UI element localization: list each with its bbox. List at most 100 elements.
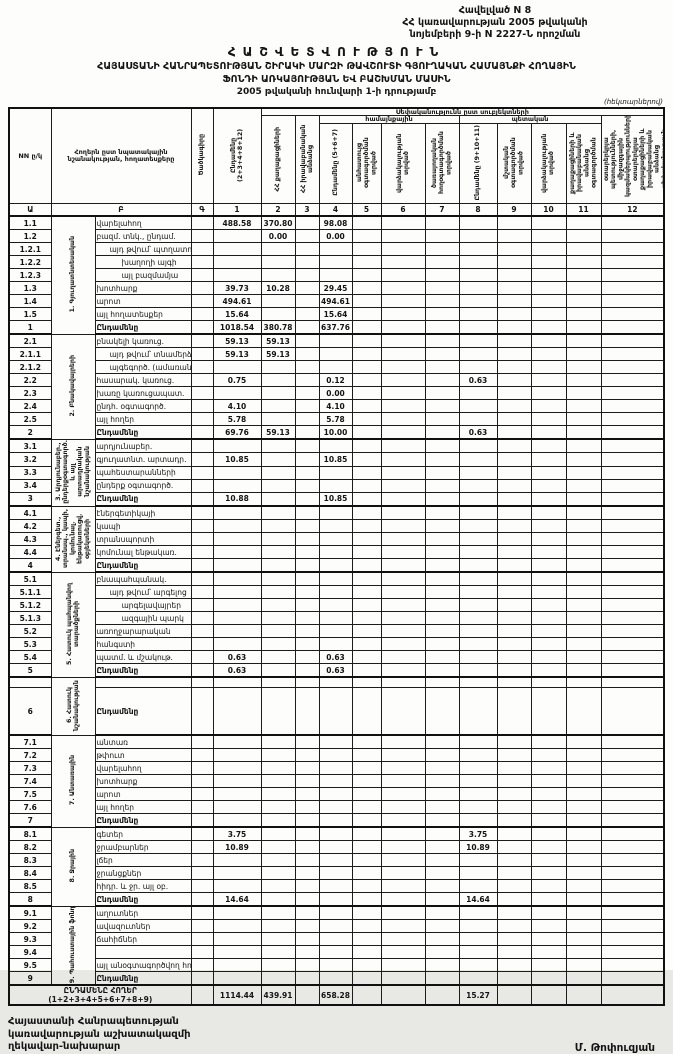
row-number-cell: 7.1 — [8, 734, 52, 750]
column-letter: 9 — [496, 203, 532, 218]
code-cell — [190, 971, 214, 986]
value-cell — [458, 519, 498, 534]
value-cell — [260, 558, 296, 573]
value-cell — [294, 478, 320, 493]
value-cell — [424, 774, 460, 789]
value-cell — [318, 611, 353, 626]
value-cell — [351, 505, 382, 521]
land-balance-table: NN ը/կ Հողերն ըստ նպատակային նշանակությա… — [8, 106, 666, 1007]
value-cell — [458, 505, 498, 521]
column-letter: 12 — [600, 203, 665, 218]
value-cell — [458, 866, 498, 881]
value-cell — [351, 676, 382, 689]
value-cell — [294, 307, 320, 322]
value-cell — [496, 320, 532, 336]
value-cell — [294, 386, 320, 401]
value-cell — [424, 971, 460, 986]
value-cell — [294, 571, 320, 587]
value-cell — [530, 624, 567, 639]
value-cell — [458, 945, 498, 960]
value-cell — [260, 399, 296, 414]
value-cell — [260, 761, 296, 776]
value-cell — [380, 425, 426, 441]
value-cell — [424, 347, 460, 362]
value-cell — [351, 307, 382, 322]
code-cell — [190, 399, 214, 414]
value-cell: 10.89 — [212, 840, 262, 855]
value-cell: 10.28 — [260, 281, 296, 296]
table-row: 7.2 թփուտ — [8, 748, 665, 763]
value-cell — [351, 748, 382, 763]
row-number-cell: 8.2 — [8, 840, 52, 855]
land-type-cell: Ընդամենը — [94, 813, 192, 828]
value-cell — [294, 412, 320, 427]
value-cell — [380, 866, 426, 881]
value-cell — [530, 879, 567, 894]
value-cell — [565, 984, 602, 1007]
value-cell — [565, 676, 602, 689]
row-number-cell — [8, 676, 52, 689]
header-community-service: ծառայողական հողօգտագործման տրված — [424, 123, 460, 205]
value-cell: 15.27 — [458, 984, 498, 1007]
value-cell — [565, 215, 602, 231]
value-cell — [530, 571, 567, 587]
value-cell — [530, 971, 567, 986]
value-cell — [260, 505, 296, 521]
value-cell — [351, 491, 382, 508]
value-cell — [424, 452, 460, 467]
appendix-line-3: նոյեմբերի 9-ի N 2227-Ն որոշման — [409, 28, 581, 40]
value-cell — [318, 774, 353, 789]
value-cell: 658.28 — [318, 984, 353, 1007]
value-cell — [600, 294, 665, 309]
value-cell — [565, 386, 602, 401]
value-cell — [351, 905, 382, 921]
grand-total-label: ԸՆԴԱՄԵՆԸ ՀՈՂԵՐ (1+2+3+4+5+6+7+8+9) — [8, 984, 192, 1007]
table-row: 1.1 1. Գյուղատնտեսական վարելահող 488.58 370.… — [8, 215, 665, 335]
table-row: 5 Ընդամենը 0.63 0.63 — [8, 663, 665, 678]
value-cell — [496, 399, 532, 414]
value-cell: 3.75 — [212, 826, 262, 842]
value-cell — [496, 919, 532, 934]
value-cell — [424, 532, 460, 547]
value-cell — [496, 826, 532, 842]
land-type-cell: Ընդամենը — [94, 971, 192, 986]
value-cell — [565, 787, 602, 802]
code-cell — [190, 215, 214, 231]
value-cell — [380, 294, 426, 309]
code-cell — [190, 734, 214, 750]
value-cell: 14.64 — [212, 892, 262, 907]
value-cell — [351, 333, 382, 349]
value-cell — [212, 687, 262, 737]
value-cell: 1114.44 — [212, 984, 262, 1007]
value-cell — [496, 438, 532, 454]
value-cell — [294, 532, 320, 547]
value-cell: 10.89 — [458, 840, 498, 855]
value-cell — [260, 787, 296, 802]
value-cell — [260, 932, 296, 947]
value-cell — [294, 598, 320, 613]
value-cell — [212, 505, 262, 521]
section-group-cell: 6. Հատուկ նշանակության — [50, 676, 96, 736]
value-cell — [318, 465, 353, 480]
value-cell — [380, 624, 426, 639]
value-cell — [530, 412, 567, 427]
value-cell — [458, 242, 498, 257]
row-number-cell: 2.2 — [8, 373, 52, 388]
value-cell — [212, 787, 262, 802]
value-cell — [424, 826, 460, 842]
column-letters-row: Ա Բ Գ 1 2 3 4 5 6 7 8 9 10 11 12 — [8, 203, 665, 218]
appendix-line-1: Հավելված N 8 — [458, 5, 532, 16]
code-cell — [190, 294, 214, 309]
value-cell — [565, 624, 602, 639]
value-cell — [565, 748, 602, 763]
value-cell — [565, 932, 602, 947]
value-cell — [212, 598, 262, 613]
value-cell — [600, 611, 665, 626]
table-row: 9.1 9. Պահուստային ֆոնդ աղուտներ — [8, 905, 665, 986]
value-cell — [530, 519, 567, 534]
value-cell — [294, 748, 320, 763]
value-cell — [380, 360, 426, 375]
value-cell: 1018.54 — [212, 320, 262, 336]
value-cell — [212, 945, 262, 960]
value-cell — [294, 800, 320, 815]
